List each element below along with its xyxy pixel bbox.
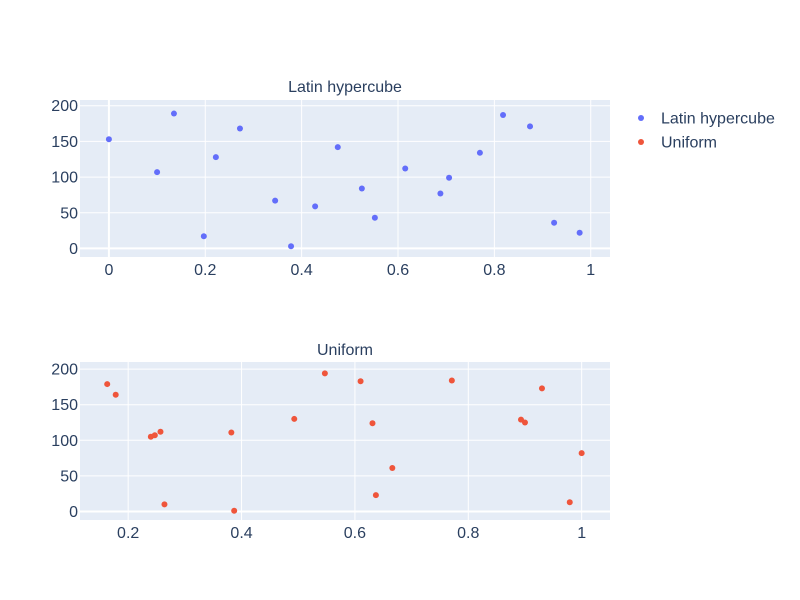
data-point: [236, 125, 243, 132]
data-point: [372, 492, 379, 499]
data-point: [521, 419, 528, 426]
y-tick-label: 100: [51, 170, 78, 187]
data-point: [105, 136, 112, 143]
data-point: [321, 370, 328, 377]
y-tick-label: 200: [51, 362, 78, 379]
legend-marker: [638, 139, 644, 145]
y-tick-label: 150: [51, 397, 78, 414]
x-tick-label: 1: [586, 262, 595, 279]
y-tick-label: 0: [69, 504, 78, 521]
data-point: [151, 432, 158, 439]
data-point: [112, 391, 119, 398]
data-point: [104, 381, 111, 388]
y-tick-label: 200: [51, 98, 78, 115]
y-tick-label: 0: [69, 241, 78, 258]
legend-marker: [638, 115, 644, 121]
data-point: [154, 169, 161, 176]
data-point: [200, 233, 207, 240]
data-point: [446, 174, 453, 181]
y-tick-label: 50: [60, 468, 78, 485]
data-point: [437, 190, 444, 197]
data-point: [578, 450, 585, 457]
data-point: [551, 219, 558, 226]
subplot-1: 0 0.2 0.4 0.6 0.8 1 0 50 100 150 200 Latin hypercub…: [51, 79, 610, 279]
x-tick-label: 1: [577, 525, 586, 542]
data-point: [288, 243, 295, 250]
x-tick-label: 0.6: [387, 262, 409, 279]
x-tick-label: 0.4: [291, 262, 313, 279]
data-point: [371, 214, 378, 221]
data-point: [157, 428, 164, 435]
x-tick-label: 0: [104, 262, 113, 279]
x-tick-label: 0.8: [457, 525, 479, 542]
subplot-title: Uniform: [317, 342, 373, 359]
data-point: [357, 378, 364, 385]
data-point: [358, 185, 365, 192]
y-tick-label: 100: [51, 433, 78, 450]
data-point: [566, 499, 573, 506]
data-point: [389, 465, 396, 472]
data-point: [312, 203, 319, 210]
data-point: [576, 229, 583, 236]
data-point: [448, 377, 455, 384]
data-point: [212, 154, 219, 161]
data-point: [527, 123, 534, 130]
data-point: [170, 110, 177, 117]
data-point: [369, 420, 376, 427]
subplot-2: 0.2 0.4 0.6 0.8 1 0 50 100 150 200 Uniform: [51, 342, 610, 542]
legend-label: Latin hypercube: [661, 111, 775, 128]
data-point: [291, 415, 298, 422]
x-tick-label: 0.2: [117, 525, 139, 542]
data-point: [538, 385, 545, 392]
data-point: [231, 507, 238, 514]
x-tick-label: 0.2: [194, 262, 216, 279]
x-tick-label: 0.8: [483, 262, 505, 279]
legend-label: Uniform: [661, 135, 717, 152]
data-point: [476, 149, 483, 156]
data-point: [272, 197, 279, 204]
data-point: [228, 429, 235, 436]
data-point: [161, 501, 168, 508]
plot-area: [80, 362, 610, 520]
legend: Latin hypercube Uniform: [638, 111, 775, 152]
data-point: [402, 165, 409, 172]
plot-area: [80, 100, 610, 257]
subplot-title: Latin hypercube: [288, 79, 402, 96]
x-tick-label: 0.4: [230, 525, 252, 542]
data-point: [500, 111, 507, 118]
data-point: [334, 144, 341, 151]
y-tick-label: 150: [51, 134, 78, 151]
x-tick-label: 0.6: [344, 525, 366, 542]
y-tick-label: 50: [60, 205, 78, 222]
